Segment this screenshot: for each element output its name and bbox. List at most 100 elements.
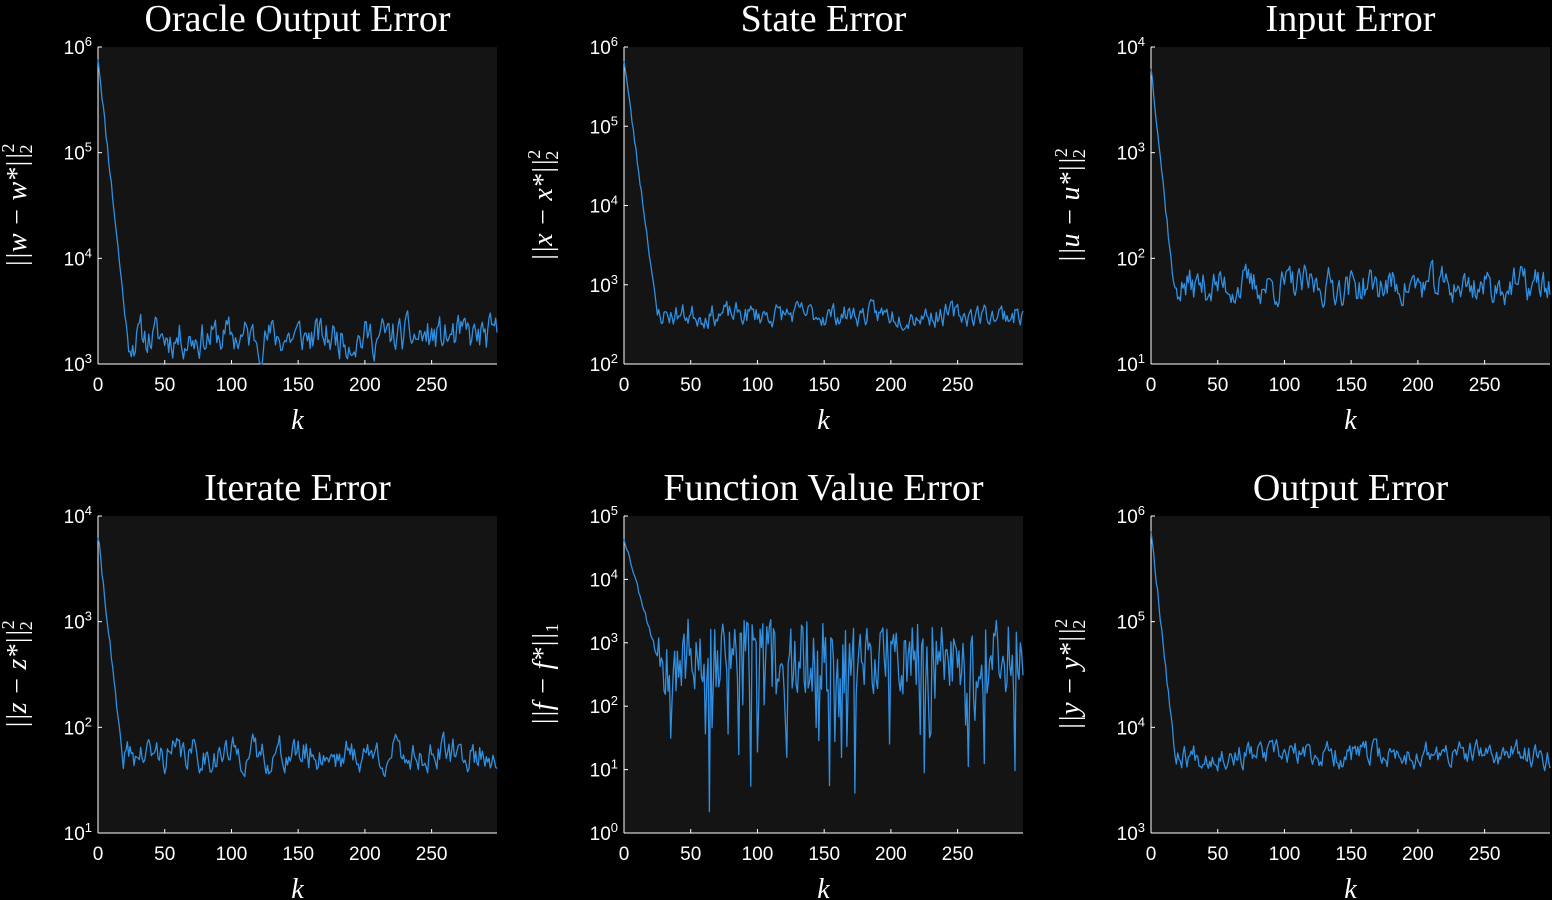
chart-title: Oracle Output Error bbox=[145, 0, 451, 40]
y-tick-label: 105 bbox=[590, 503, 618, 528]
x-axis-label: k bbox=[291, 405, 304, 436]
plot-area bbox=[98, 47, 497, 364]
x-tick-label: 100 bbox=[742, 844, 774, 865]
x-tick-label: 50 bbox=[1207, 844, 1228, 865]
y-tick-label: 105 bbox=[590, 113, 618, 138]
chart-panel: Function Value Error 0 50 100 150 200 250 100 10… bbox=[528, 467, 1024, 900]
x-tick-label: 100 bbox=[1269, 375, 1301, 396]
x-tick-label: 150 bbox=[282, 375, 314, 396]
y-tick-label: 103 bbox=[64, 351, 92, 376]
x-tick-label: 250 bbox=[1469, 844, 1501, 865]
x-tick-label: 100 bbox=[1269, 844, 1301, 865]
plot-area bbox=[624, 516, 1023, 833]
chart-panel: State Error 0 50 100 150 200 250 102 103 104 105 10… bbox=[524, 0, 1024, 436]
y-tick-label: 101 bbox=[64, 820, 92, 845]
x-tick-label: 0 bbox=[619, 844, 630, 865]
y-tick-label: 104 bbox=[1117, 34, 1145, 59]
y-tick-label: 102 bbox=[1117, 245, 1145, 270]
x-axis-label: k bbox=[1344, 874, 1357, 900]
x-tick-label: 200 bbox=[349, 844, 381, 865]
x-tick-label: 200 bbox=[875, 844, 907, 865]
y-tick-label: 103 bbox=[64, 609, 92, 634]
y-tick-label: 105 bbox=[1117, 609, 1145, 634]
chart-title: State Error bbox=[741, 0, 907, 40]
series-line bbox=[623, 60, 1024, 331]
series-line bbox=[1150, 68, 1551, 308]
y-axis-label: ||x − x*||22 bbox=[524, 150, 562, 262]
x-tick-label: 50 bbox=[154, 844, 175, 865]
y-tick-label: 105 bbox=[64, 140, 92, 165]
x-tick-label: 150 bbox=[1335, 844, 1367, 865]
x-tick-label: 250 bbox=[416, 375, 448, 396]
y-tick-label: 100 bbox=[590, 820, 618, 845]
plot-area bbox=[1151, 47, 1550, 364]
plot-area bbox=[98, 516, 497, 833]
x-tick-label: 200 bbox=[1402, 844, 1434, 865]
chart-title: Function Value Error bbox=[663, 467, 983, 509]
y-tick-label: 103 bbox=[590, 272, 618, 297]
y-tick-label: 104 bbox=[590, 193, 618, 218]
x-axis-label: k bbox=[817, 405, 830, 436]
y-tick-label: 104 bbox=[64, 503, 92, 528]
x-axis-label: k bbox=[817, 874, 830, 900]
x-tick-label: 150 bbox=[282, 844, 314, 865]
x-tick-label: 200 bbox=[1402, 375, 1434, 396]
chart-panel: Oracle Output Error 0 50 100 150 200 250 103 104… bbox=[0, 0, 498, 436]
x-axis-label: k bbox=[1344, 405, 1357, 436]
y-axis-label: ||y − y*||22 bbox=[1051, 619, 1089, 731]
series-line bbox=[97, 537, 498, 778]
y-tick-label: 106 bbox=[1117, 503, 1145, 528]
x-tick-label: 150 bbox=[808, 844, 840, 865]
x-tick-label: 250 bbox=[942, 375, 974, 396]
y-axis-label: ||f − f*||1 bbox=[528, 623, 562, 725]
x-tick-label: 250 bbox=[1469, 375, 1501, 396]
y-tick-label: 103 bbox=[590, 630, 618, 655]
series-line bbox=[97, 59, 498, 365]
y-axis-label: ||z − z*||22 bbox=[0, 620, 36, 728]
y-tick-label: 103 bbox=[1117, 820, 1145, 845]
x-tick-label: 0 bbox=[93, 375, 104, 396]
chart-title: Iterate Error bbox=[204, 467, 391, 509]
x-tick-label: 50 bbox=[680, 375, 701, 396]
y-tick-label: 106 bbox=[590, 34, 618, 59]
x-tick-label: 50 bbox=[154, 375, 175, 396]
x-axis-label: k bbox=[291, 874, 304, 900]
x-tick-label: 100 bbox=[216, 844, 248, 865]
x-tick-label: 50 bbox=[1207, 375, 1228, 396]
x-tick-label: 150 bbox=[1335, 375, 1367, 396]
y-tick-label: 102 bbox=[590, 351, 618, 376]
chart-panel: Iterate Error 0 50 100 150 200 250 101 102 103 104… bbox=[0, 467, 498, 900]
chart-title: Output Error bbox=[1253, 467, 1449, 509]
x-tick-label: 100 bbox=[216, 375, 248, 396]
y-tick-label: 102 bbox=[590, 693, 618, 718]
x-tick-label: 0 bbox=[1146, 375, 1157, 396]
y-axis-label: ||u − u*||22 bbox=[1051, 148, 1089, 263]
y-tick-label: 102 bbox=[64, 714, 92, 739]
y-tick-label: 104 bbox=[1117, 714, 1145, 739]
x-tick-label: 250 bbox=[942, 844, 974, 865]
series-line bbox=[1150, 531, 1551, 772]
x-tick-label: 100 bbox=[742, 375, 774, 396]
x-tick-label: 200 bbox=[875, 375, 907, 396]
y-tick-label: 101 bbox=[1117, 351, 1145, 376]
y-tick-label: 101 bbox=[590, 757, 618, 782]
x-tick-label: 0 bbox=[93, 844, 104, 865]
y-tick-label: 104 bbox=[64, 245, 92, 270]
plot-area bbox=[624, 47, 1023, 364]
y-axis-label: ||w − w*||22 bbox=[0, 143, 36, 267]
x-tick-label: 50 bbox=[680, 844, 701, 865]
series-line bbox=[623, 539, 1024, 813]
plot-area bbox=[1151, 516, 1550, 833]
x-tick-label: 0 bbox=[1146, 844, 1157, 865]
x-tick-label: 200 bbox=[349, 375, 381, 396]
y-tick-label: 104 bbox=[590, 566, 618, 591]
chart-panel: Output Error 0 50 100 150 200 250 103 104 105 106 k… bbox=[1051, 467, 1551, 900]
x-tick-label: 250 bbox=[416, 844, 448, 865]
y-tick-label: 106 bbox=[64, 34, 92, 59]
x-tick-label: 150 bbox=[808, 375, 840, 396]
x-tick-label: 0 bbox=[619, 375, 630, 396]
chart-panel: Input Error 0 50 100 150 200 250 101 102 103 104 k |… bbox=[1051, 0, 1551, 436]
y-tick-label: 103 bbox=[1117, 140, 1145, 165]
chart-title: Input Error bbox=[1266, 0, 1436, 40]
